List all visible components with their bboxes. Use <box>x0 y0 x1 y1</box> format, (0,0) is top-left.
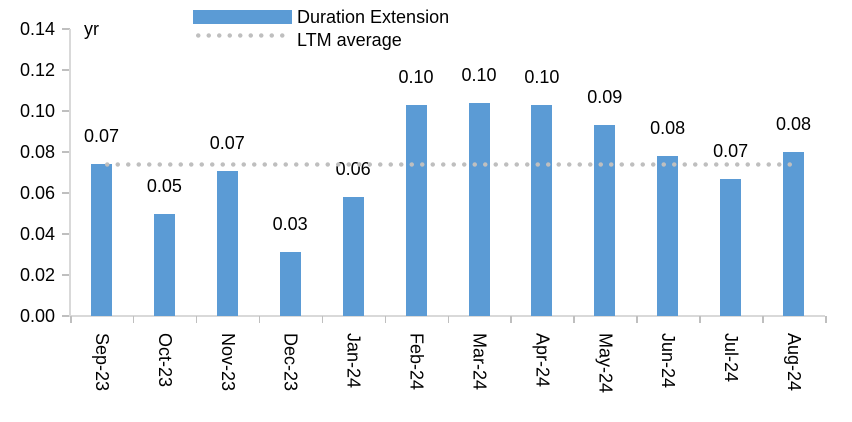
bar-aug-24 <box>783 152 804 316</box>
bar-sep-23 <box>91 164 112 316</box>
x-tick-mark <box>447 316 449 323</box>
bar-apr-24 <box>531 104 553 316</box>
x-axis-label-aug-24: Aug-24 <box>784 333 804 392</box>
y-tick-mark <box>62 69 70 71</box>
x-tick-mark <box>699 316 701 323</box>
x-tick-mark <box>636 316 638 323</box>
y-tick-mark <box>62 192 70 194</box>
y-tick-label: 0.04 <box>19 223 55 244</box>
bar-dec-23 <box>279 252 301 316</box>
y-tick-mark <box>62 315 70 317</box>
y-tick-label: 0.00 <box>19 305 55 326</box>
x-axis-label-dec-23: Dec-23 <box>280 333 301 392</box>
y-tick-label: 0.08 <box>19 141 55 162</box>
y-tick-mark <box>62 28 70 30</box>
bar-value-label-dec-23: 0.03 <box>272 214 308 235</box>
x-axis-label-may-24: May-24 <box>595 333 616 394</box>
y-tick-mark <box>62 110 70 112</box>
x-tick-mark <box>510 316 512 323</box>
y-tick-label: 0.10 <box>19 100 55 121</box>
bar-value-label-may-24: 0.09 <box>587 87 623 108</box>
x-axis-label-jan-24: Jan-24 <box>343 333 364 389</box>
x-tick-mark <box>573 316 575 323</box>
ltm-average-line <box>101 161 794 167</box>
x-tick-mark <box>321 316 324 323</box>
x-tick-mark <box>258 316 261 323</box>
bar-oct-23 <box>153 213 175 316</box>
x-tick-mark <box>70 316 72 323</box>
bar-value-label-jun-24: 0.08 <box>650 118 686 139</box>
y-tick-mark <box>62 233 70 235</box>
x-tick-mark <box>762 316 764 323</box>
x-axis-label-oct-23: Oct-23 <box>154 333 175 388</box>
bar-value-label-mar-24: 0.10 <box>461 64 497 85</box>
x-tick-mark <box>132 316 135 323</box>
legend-dotted-line-swatch <box>193 33 285 38</box>
x-tick-mark <box>825 316 827 323</box>
bar-nov-23 <box>216 170 238 316</box>
x-axis-label-nov-23: Nov-23 <box>217 333 238 392</box>
x-tick-mark <box>384 316 387 323</box>
bar-value-label-feb-24: 0.10 <box>398 66 434 87</box>
bar-mar-24 <box>468 102 490 316</box>
bar-value-label-oct-23: 0.05 <box>146 175 182 196</box>
bar-may-24 <box>594 125 616 316</box>
y-tick-label: 0.02 <box>19 264 55 285</box>
bar-jun-24 <box>657 156 679 316</box>
y-tick-mark <box>62 151 70 153</box>
y-axis-line <box>69 29 71 317</box>
legend-label-duration-extension: Duration Extension <box>297 7 450 27</box>
bar-value-label-nov-23: 0.07 <box>209 132 245 153</box>
bar-jan-24 <box>342 197 364 316</box>
y-tick-label: 0.14 <box>19 18 55 39</box>
bar-value-label-aug-24: 0.08 <box>775 114 812 134</box>
bar-value-label-sep-23: 0.07 <box>83 126 120 147</box>
x-axis-label-jul-24: Jul-24 <box>721 333 742 383</box>
bar-jul-24 <box>720 178 742 316</box>
x-tick-mark <box>195 316 198 323</box>
y-tick-label: 0.12 <box>19 59 55 80</box>
x-axis-label-mar-24: Mar-24 <box>469 333 490 391</box>
legend-bar-swatch <box>193 10 292 24</box>
bar-feb-24 <box>405 104 427 316</box>
bar-value-label-apr-24: 0.10 <box>524 66 560 87</box>
y-tick-label: 0.06 <box>19 182 55 203</box>
y-tick-mark <box>62 274 70 276</box>
x-axis-label-feb-24: Feb-24 <box>406 333 427 391</box>
legend-label-ltm-average: LTM average <box>297 30 402 50</box>
bar-value-label-jul-24: 0.07 <box>713 140 749 161</box>
x-axis-label-jun-24: Jun-24 <box>658 333 679 389</box>
y-axis-unit-label: yr <box>84 19 99 39</box>
x-axis-label-sep-23: Sep-23 <box>92 333 112 392</box>
x-axis-label-apr-24: Apr-24 <box>532 333 553 388</box>
